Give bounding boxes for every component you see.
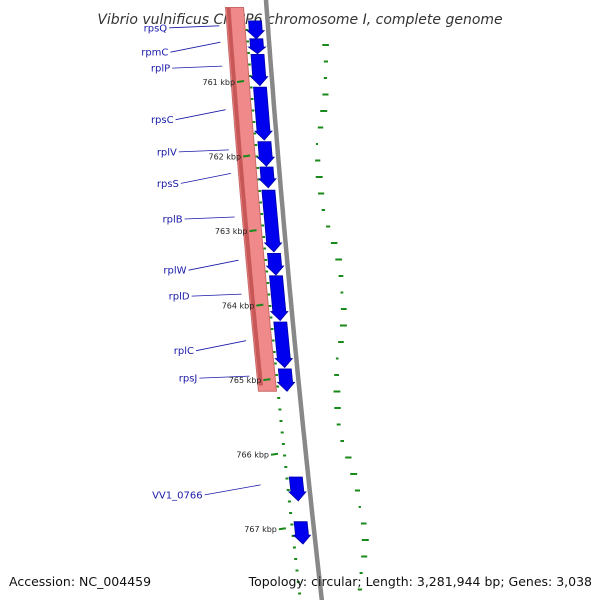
gene-label-leader [169, 25, 220, 29]
summary-text: Topology: circular; Length: 3,281,944 bp… [248, 574, 592, 589]
kbp-tick-mark [263, 378, 271, 382]
forward-gene-arrow [261, 189, 283, 253]
forward-gene-arrow [258, 166, 277, 189]
reverse-gene-shade [226, 7, 263, 386]
kbp-tick-label: 767 kbp [244, 525, 277, 534]
forward-gene-arrow [265, 252, 285, 276]
gene-label: rpsQ [144, 23, 168, 34]
gene-label-leader [170, 41, 221, 53]
gene-label: VV1_0766 [152, 490, 203, 501]
kbp-tick-label: 761 kbp [202, 78, 235, 87]
gene-label: rplC [174, 346, 194, 357]
gene-label-leader [195, 340, 247, 352]
kbp-tick-mark [242, 154, 251, 158]
kbp-ticks: 761 kbp 762 kbp 763 kbp 764 kbp 765 kbp 766 k… [202, 78, 287, 534]
gene-label: rplV [157, 147, 177, 158]
gene-label-leader [172, 65, 223, 69]
gene-label-leader [191, 293, 242, 297]
forward-gene-arrow [276, 368, 296, 392]
kbp-tick-label: 763 kbp [215, 227, 248, 236]
accession-text: Accession: NC_004459 [9, 574, 151, 589]
reverse-gene-block [224, 7, 278, 392]
forward-gene-arrow [256, 141, 276, 167]
gene-label: rpsC [151, 115, 174, 126]
kbp-tick-mark [249, 229, 257, 233]
forward-gene-arrow [287, 476, 307, 502]
kbp-tick-mark [278, 527, 287, 531]
gene-label-leader [178, 149, 229, 153]
gene-label-leader [188, 259, 239, 271]
backbone-track [263, 0, 325, 600]
gene-label: rpmC [141, 48, 168, 59]
gene-label: rpsJ [179, 374, 198, 385]
gene-label-leader [184, 216, 235, 220]
gene-labels: rpsQ rpmC rplP rpsC rplV rpsS rplB rplW rplD rplC… [141, 23, 261, 501]
forward-strand-track [246, 20, 312, 545]
kbp-tick-label: 765 kbp [229, 376, 262, 385]
gene-label: rplW [163, 266, 186, 277]
kbp-tick-label: 764 kbp [222, 302, 255, 311]
gene-label-leader [180, 173, 231, 184]
kbp-tick-mark [270, 452, 279, 456]
forward-gene-arrow [273, 321, 294, 369]
map-title: Vibrio vulnificus CMCP6 chromosome I, co… [97, 12, 502, 28]
gene-label-leader [199, 375, 250, 379]
gene-label: rpsS [157, 179, 179, 190]
gene-label: rplP [151, 64, 170, 75]
kbp-tick-mark [236, 80, 245, 83]
kbp-tick-label: 766 kbp [236, 451, 269, 460]
forward-gene-arrow [269, 275, 289, 322]
backbone-line [263, 0, 325, 600]
forward-gene-arrow [249, 54, 269, 87]
forward-gene-arrow [247, 38, 267, 55]
gene-label: rplD [169, 292, 190, 303]
forward-gene-arrow [246, 20, 266, 40]
gene-label: rplB [162, 214, 182, 225]
forward-gene-arrow [253, 86, 273, 141]
gene-label-leader [175, 109, 226, 121]
forward-gene-arrow [292, 521, 312, 545]
kbp-tick-label: 762 kbp [208, 153, 241, 162]
reverse-strand-track [224, 7, 278, 392]
gene-label-leader [204, 484, 261, 496]
kbp-tick-mark [256, 303, 264, 307]
